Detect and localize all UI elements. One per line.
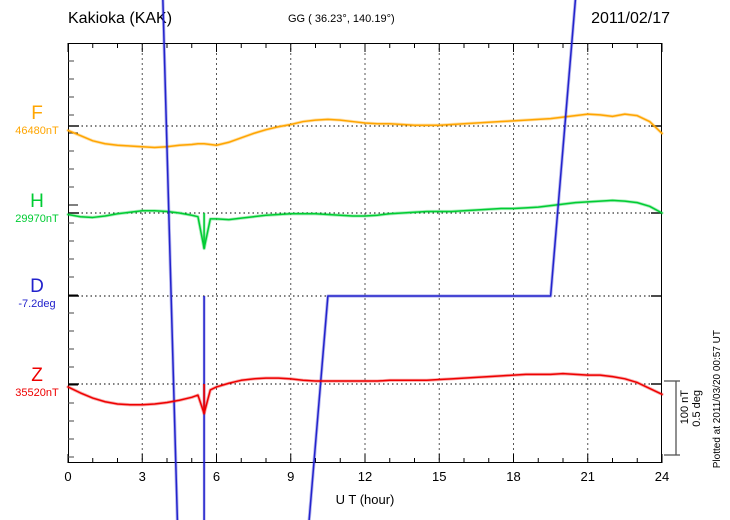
component-letter-F: F xyxy=(31,103,43,124)
scale-bar-deg-label: 0.5 deg xyxy=(691,390,703,427)
x-tick-label: 18 xyxy=(506,469,521,484)
component-letter-D: D xyxy=(30,276,44,297)
plotted-timestamp: Plotted at 2011/03/20 00:57 UT xyxy=(712,330,723,469)
component-baseline-D: -7.2deg xyxy=(18,298,56,310)
x-tick-label: 15 xyxy=(432,469,447,484)
component-label-H: H 29970nT xyxy=(8,192,66,226)
observation-date: 2011/02/17 xyxy=(591,10,670,27)
x-tick-label: 12 xyxy=(357,469,373,484)
component-letter-H: H xyxy=(30,191,44,212)
x-tick-label: 3 xyxy=(138,469,146,484)
component-label-Z: Z 35520nT xyxy=(8,366,66,400)
component-label-F: F 46480nT xyxy=(8,104,66,138)
station-title: Kakioka (KAK) xyxy=(68,10,173,27)
component-label-D: D -7.2deg xyxy=(8,277,66,311)
component-baseline-F: 46480nT xyxy=(15,125,59,137)
x-tick-label: 0 xyxy=(64,469,72,484)
x-tick-label: 6 xyxy=(212,469,221,484)
geographic-coordinates: GG ( 36.23°, 140.19°) xyxy=(288,13,395,25)
x-tick-label: 24 xyxy=(654,469,670,484)
scale-bar-nt-label: 100 nT xyxy=(679,390,691,425)
component-baseline-H: 29970nT xyxy=(15,213,59,225)
x-axis-title: U T (hour) xyxy=(335,492,395,507)
component-baseline-Z: 35520nT xyxy=(15,387,59,399)
x-tick-label: 21 xyxy=(580,469,595,484)
x-tick-label: 9 xyxy=(287,469,295,484)
component-letter-Z: Z xyxy=(31,365,43,386)
